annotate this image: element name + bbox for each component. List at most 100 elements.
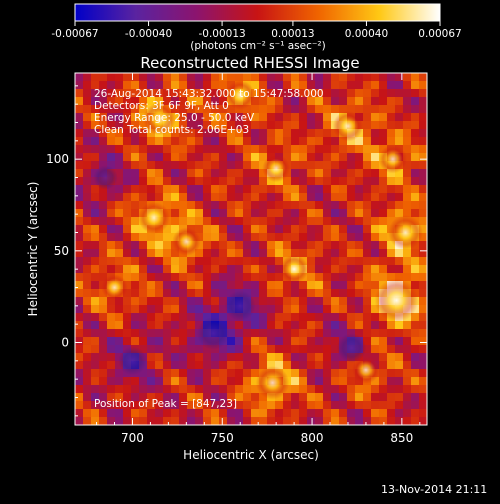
heatmap-cell — [411, 321, 420, 330]
heatmap-cell — [323, 313, 332, 322]
heatmap-cell — [115, 81, 124, 90]
heatmap-cell — [195, 193, 204, 202]
heatmap-cell — [211, 225, 220, 234]
emission-source — [279, 254, 309, 284]
heatmap-cell — [203, 369, 212, 378]
heatmap-cell — [107, 345, 116, 354]
heatmap-cell — [355, 209, 364, 218]
heatmap-cell — [75, 417, 84, 425]
heatmap-cell — [243, 209, 252, 218]
heatmap-cell — [275, 281, 284, 290]
heatmap-cell — [259, 329, 268, 338]
heatmap-cell — [155, 153, 164, 162]
heatmap-cell — [419, 353, 427, 362]
heatmap-cell — [323, 361, 332, 370]
heatmap-cell — [99, 153, 108, 162]
heatmap-cell — [139, 273, 148, 282]
heatmap-cell — [347, 265, 356, 274]
heatmap-cell — [323, 337, 332, 346]
heatmap-cell — [219, 121, 228, 130]
heatmap-cell — [347, 289, 356, 298]
heatmap-cell — [419, 233, 427, 242]
heatmap-cell — [387, 241, 396, 250]
heatmap-cell — [275, 225, 284, 234]
heatmap-cell — [299, 89, 308, 98]
heatmap-cell — [299, 177, 308, 186]
heatmap-cell — [243, 417, 252, 425]
heatmap-cell — [203, 97, 212, 106]
heatmap-cell — [251, 217, 260, 226]
heatmap-cell — [147, 241, 156, 250]
heatmap-cell — [99, 137, 108, 146]
heatmap-cell — [411, 113, 420, 122]
heatmap-cell — [331, 177, 340, 186]
heatmap-cell — [131, 73, 140, 82]
heatmap-cell — [331, 161, 340, 170]
heatmap-cell — [339, 225, 348, 234]
heatmap-cell — [163, 361, 172, 370]
heatmap-cell — [75, 81, 84, 90]
heatmap-cell — [75, 321, 84, 330]
heatmap-cell — [291, 377, 300, 386]
heatmap-cell — [235, 137, 244, 146]
heatmap-cell — [115, 137, 124, 146]
heatmap-cell — [267, 81, 276, 90]
heatmap-cell — [83, 185, 92, 194]
heatmap-cell — [203, 137, 212, 146]
heatmap-cell — [171, 73, 180, 82]
heatmap-cell — [139, 417, 148, 425]
heatmap-cell — [147, 89, 156, 98]
heatmap-cell — [307, 273, 316, 282]
heatmap-cell — [235, 353, 244, 362]
heatmap-cell — [171, 337, 180, 346]
heatmap-cell — [371, 249, 380, 258]
heatmap-cell — [123, 145, 132, 154]
heatmap-cell — [107, 105, 116, 114]
heatmap-cell — [107, 377, 116, 386]
heatmap-cell — [171, 145, 180, 154]
heatmap-cell — [235, 273, 244, 282]
heatmap-cell — [315, 345, 324, 354]
heatmap-cell — [379, 129, 388, 138]
heatmap-cell — [83, 121, 92, 130]
heatmap-cell — [195, 305, 204, 314]
heatmap-cell — [219, 161, 228, 170]
heatmap-cell — [123, 153, 132, 162]
heatmap-cell — [411, 257, 420, 266]
heatmap-cell — [227, 137, 236, 146]
heatmap-cell — [107, 329, 116, 338]
y-tick-label: 100 — [46, 152, 69, 166]
heatmap-cell — [267, 297, 276, 306]
heatmap-cell — [91, 105, 100, 114]
heatmap-cell — [275, 353, 284, 362]
heatmap-cell — [371, 337, 380, 346]
negative-residual — [224, 290, 256, 322]
heatmap-cell — [187, 81, 196, 90]
heatmap-cell — [251, 145, 260, 154]
heatmap-cell — [131, 209, 140, 218]
heatmap-cell — [387, 209, 396, 218]
heatmap-cell — [187, 353, 196, 362]
heatmap-cell — [315, 209, 324, 218]
heatmap-cell — [171, 89, 180, 98]
heatmap-cell — [139, 169, 148, 178]
heatmap-cell — [235, 361, 244, 370]
heatmap-cell — [323, 329, 332, 338]
heatmap-cell — [187, 401, 196, 410]
heatmap-cell — [107, 89, 116, 98]
heatmap-cell — [387, 329, 396, 338]
heatmap-cell — [331, 273, 340, 282]
heatmap-cell — [403, 265, 412, 274]
heatmap-cell — [75, 305, 84, 314]
heatmap-cell — [403, 385, 412, 394]
heatmap-cell — [251, 185, 260, 194]
heatmap-cell — [203, 249, 212, 258]
heatmap-cell — [243, 73, 252, 82]
heatmap-cell — [251, 345, 260, 354]
heatmap-cell — [211, 97, 220, 106]
heatmap-cell — [347, 393, 356, 402]
heatmap-cell — [99, 161, 108, 170]
heatmap-cell — [187, 257, 196, 266]
heatmap-cell — [171, 265, 180, 274]
heatmap-cell — [243, 337, 252, 346]
